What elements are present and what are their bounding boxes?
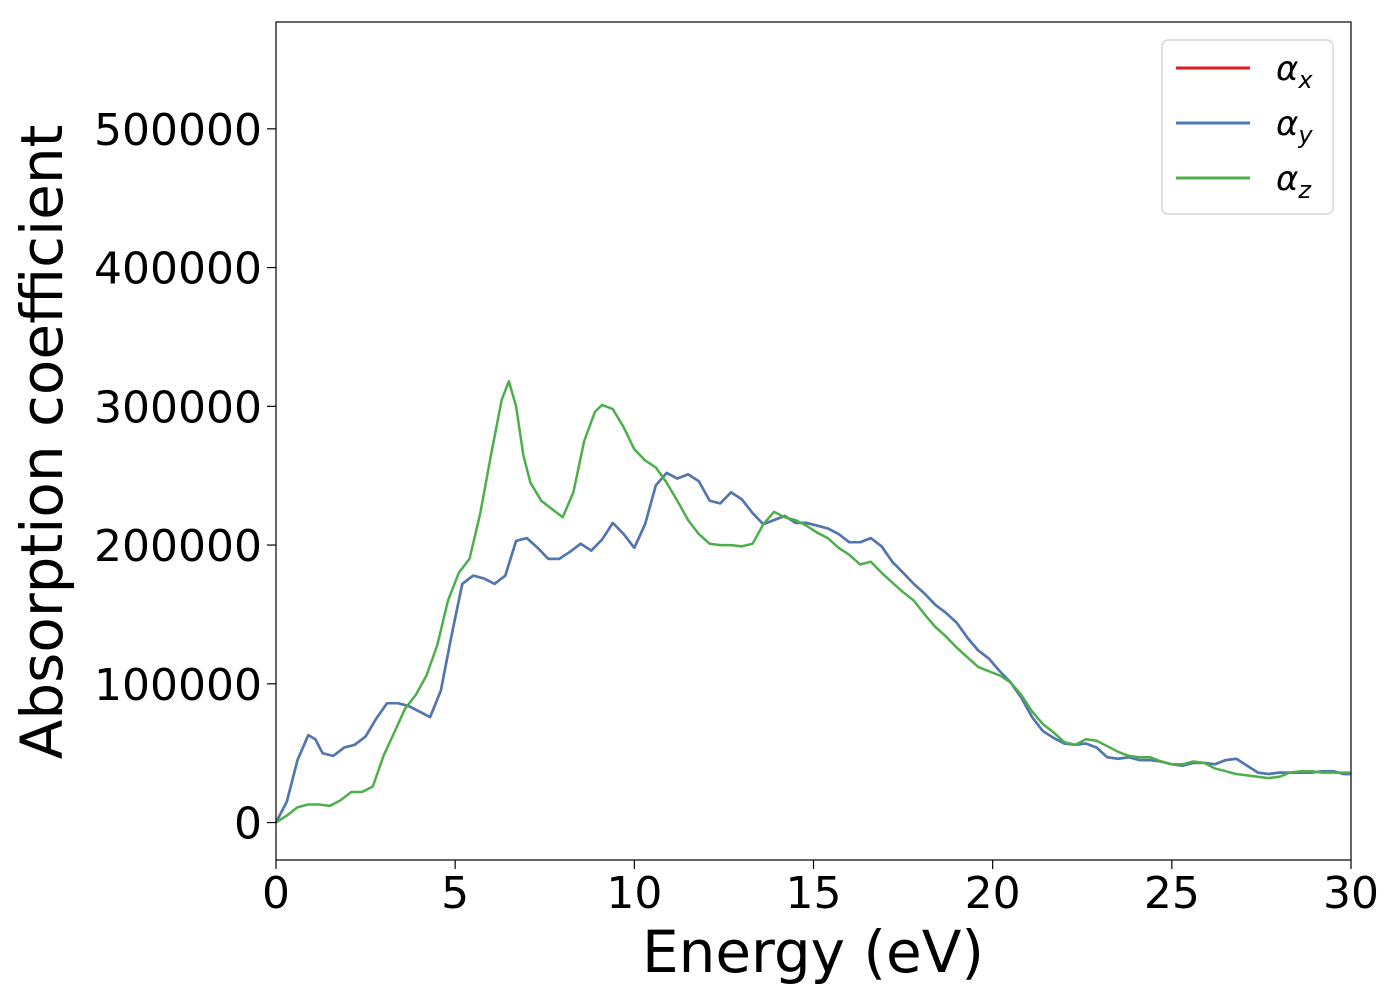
x-tick-label: 20 xyxy=(965,868,1021,919)
legend-label-x: αx xyxy=(1276,49,1313,94)
x-tick-label: 0 xyxy=(262,868,290,919)
x-axis-label: Energy (eV) xyxy=(642,918,984,986)
series-line-z xyxy=(275,380,1351,824)
legend: αx αy αz xyxy=(1161,39,1334,215)
y-tick-label: 500000 xyxy=(94,105,262,156)
y-axis-ticks: 0 100000 200000 300000 400000 500000 xyxy=(94,105,276,850)
y-tick-label: 0 xyxy=(234,799,262,850)
legend-box xyxy=(1161,39,1334,215)
x-tick-label: 5 xyxy=(441,868,469,919)
x-axis-ticks: 0 5 10 15 20 25 30 xyxy=(262,860,1379,919)
y-tick-label: 400000 xyxy=(94,244,262,295)
x-tick-label: 10 xyxy=(606,868,662,919)
x-tick-label: 15 xyxy=(786,868,842,919)
y-tick-label: 200000 xyxy=(94,521,262,572)
series-lines xyxy=(274,380,1351,824)
x-tick-label: 25 xyxy=(1144,868,1200,919)
y-axis-label: Absorption coefficient xyxy=(8,125,76,760)
plot-frame xyxy=(275,21,1352,861)
legend-label-y: αy xyxy=(1276,104,1313,149)
x-tick-label: 30 xyxy=(1323,868,1379,919)
y-tick-label: 300000 xyxy=(94,382,262,433)
y-tick-label: 100000 xyxy=(94,660,262,711)
legend-label-z: αz xyxy=(1276,159,1312,204)
